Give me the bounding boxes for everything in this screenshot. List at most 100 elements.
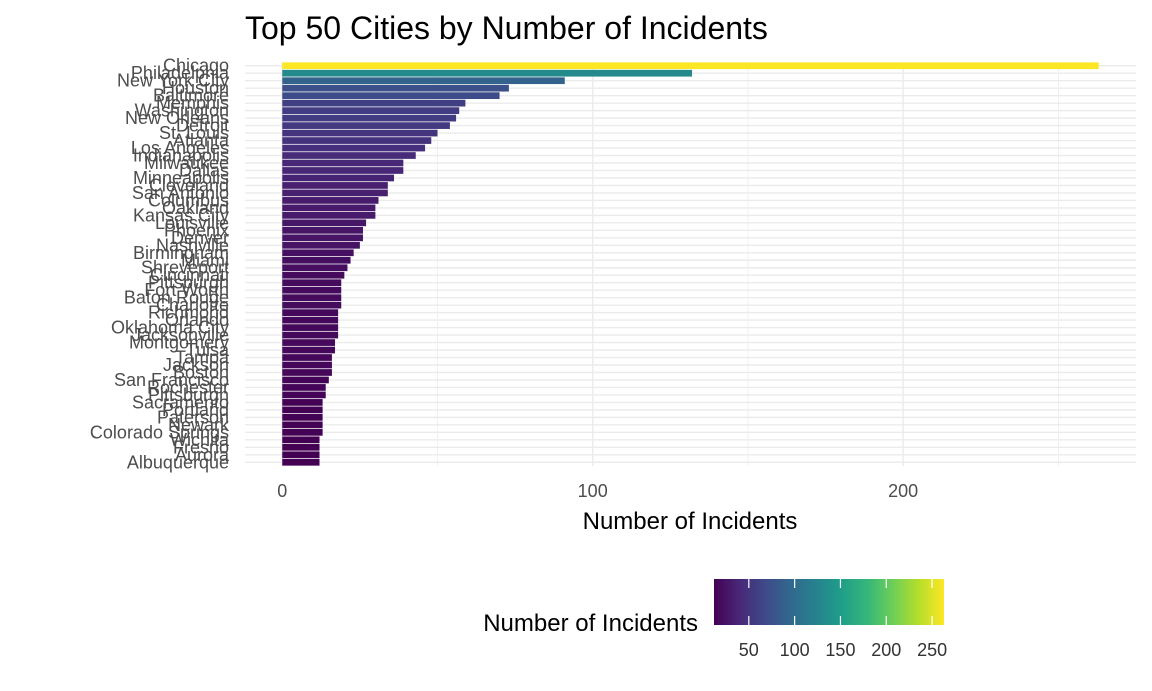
bar [282,346,336,354]
city-label: Louisville [155,213,229,233]
city-label: Baton Rouge [124,288,229,308]
city-label: Philadelphia [131,63,230,83]
city-label: Oakland [162,198,229,218]
bar [282,436,320,444]
city-label: Indianapolis [133,146,229,166]
city-label: New Orleans [125,108,229,128]
city-label: Cleveland [149,175,229,195]
city-label: Newark [168,415,230,435]
bar [282,414,323,421]
city-label: Fort Worth [144,280,229,300]
city-label: Detroit [176,116,229,136]
bar [282,316,339,324]
city-label: Fresno [173,437,229,457]
bar [282,159,404,167]
bar [282,271,345,279]
bar [282,309,339,316]
bar [282,331,339,339]
bar [282,137,432,144]
x-axis-ticks: 0 100 200 [277,481,918,501]
bar [282,451,320,459]
bars [282,62,1099,466]
bar [282,376,329,384]
city-label: Charlotte [156,295,229,315]
bar [282,339,336,346]
city-label: Montgomery [129,333,229,353]
bar [282,443,320,451]
bar [282,249,354,257]
bar [282,286,342,294]
city-label: Sacramento [132,392,229,412]
bar [282,219,367,227]
x-tick-label: 100 [578,481,608,501]
legend-title: Number of Incidents [483,610,698,637]
city-label: Colorado Springs [90,422,229,442]
bar [282,92,500,100]
city-label: Aurora [175,445,230,465]
bar [282,354,332,361]
bar [282,107,460,114]
legend-tick-label: 100 [780,640,810,660]
bar [282,361,332,369]
city-label: Baltimore [153,86,229,106]
city-label: Jackson [163,355,229,375]
bar [282,204,376,212]
city-label: San Francisco [114,370,229,390]
city-label: San Antonio [132,183,229,203]
bar [282,369,332,376]
city-label: Wichita [170,430,230,450]
bar [282,226,363,234]
bar [282,256,351,264]
bar [282,234,363,242]
bar [282,212,376,219]
bar [282,301,342,309]
city-label: Birmingham [133,243,229,263]
city-label: Miami [181,250,229,270]
bar [282,264,348,272]
city-label: New York City [117,71,229,91]
bar [282,241,360,249]
city-label: Tulsa [186,340,230,360]
legend-colorbar [714,579,944,625]
bar [282,428,323,436]
city-label: Paterson [157,407,229,427]
city-label: Columbus [148,190,229,210]
bar [282,197,379,204]
bar [282,77,565,85]
city-label: Dallas [179,160,229,180]
bar [282,167,404,174]
city-label: Phoenix [164,220,229,240]
city-label: Shreveport [141,258,229,278]
city-label: Denver [171,228,229,248]
x-tick-label: 200 [888,481,918,501]
bar [282,99,466,107]
bar [282,152,416,159]
bar [282,324,339,331]
city-label: Pittsburgh [148,273,229,293]
city-label: Jacksonville [132,325,229,345]
bar [282,114,457,122]
city-label: Portland [162,400,229,420]
city-label: St. Louis [159,123,229,143]
city-label: Milwaukee [144,153,229,173]
x-axis-title: Number of Incidents [583,508,798,535]
city-label: Memphis [156,93,229,113]
bar [282,129,438,137]
bar [282,174,395,182]
x-tick-label: 0 [277,481,287,501]
bar [282,421,323,429]
legend: Number of Incidents 50 100 150 200 250 [483,579,947,660]
bar [282,182,388,189]
city-label: Orlando [165,310,229,330]
bar [282,144,426,152]
bar [282,189,388,197]
bar [282,384,326,391]
legend-tick-label: 50 [739,640,759,660]
city-label: Tampa [175,348,230,368]
bar [282,122,450,129]
city-label: Albuquerque [127,452,229,472]
city-label: Pittsburgh [148,385,229,405]
city-label: Los Angeles [131,138,229,158]
